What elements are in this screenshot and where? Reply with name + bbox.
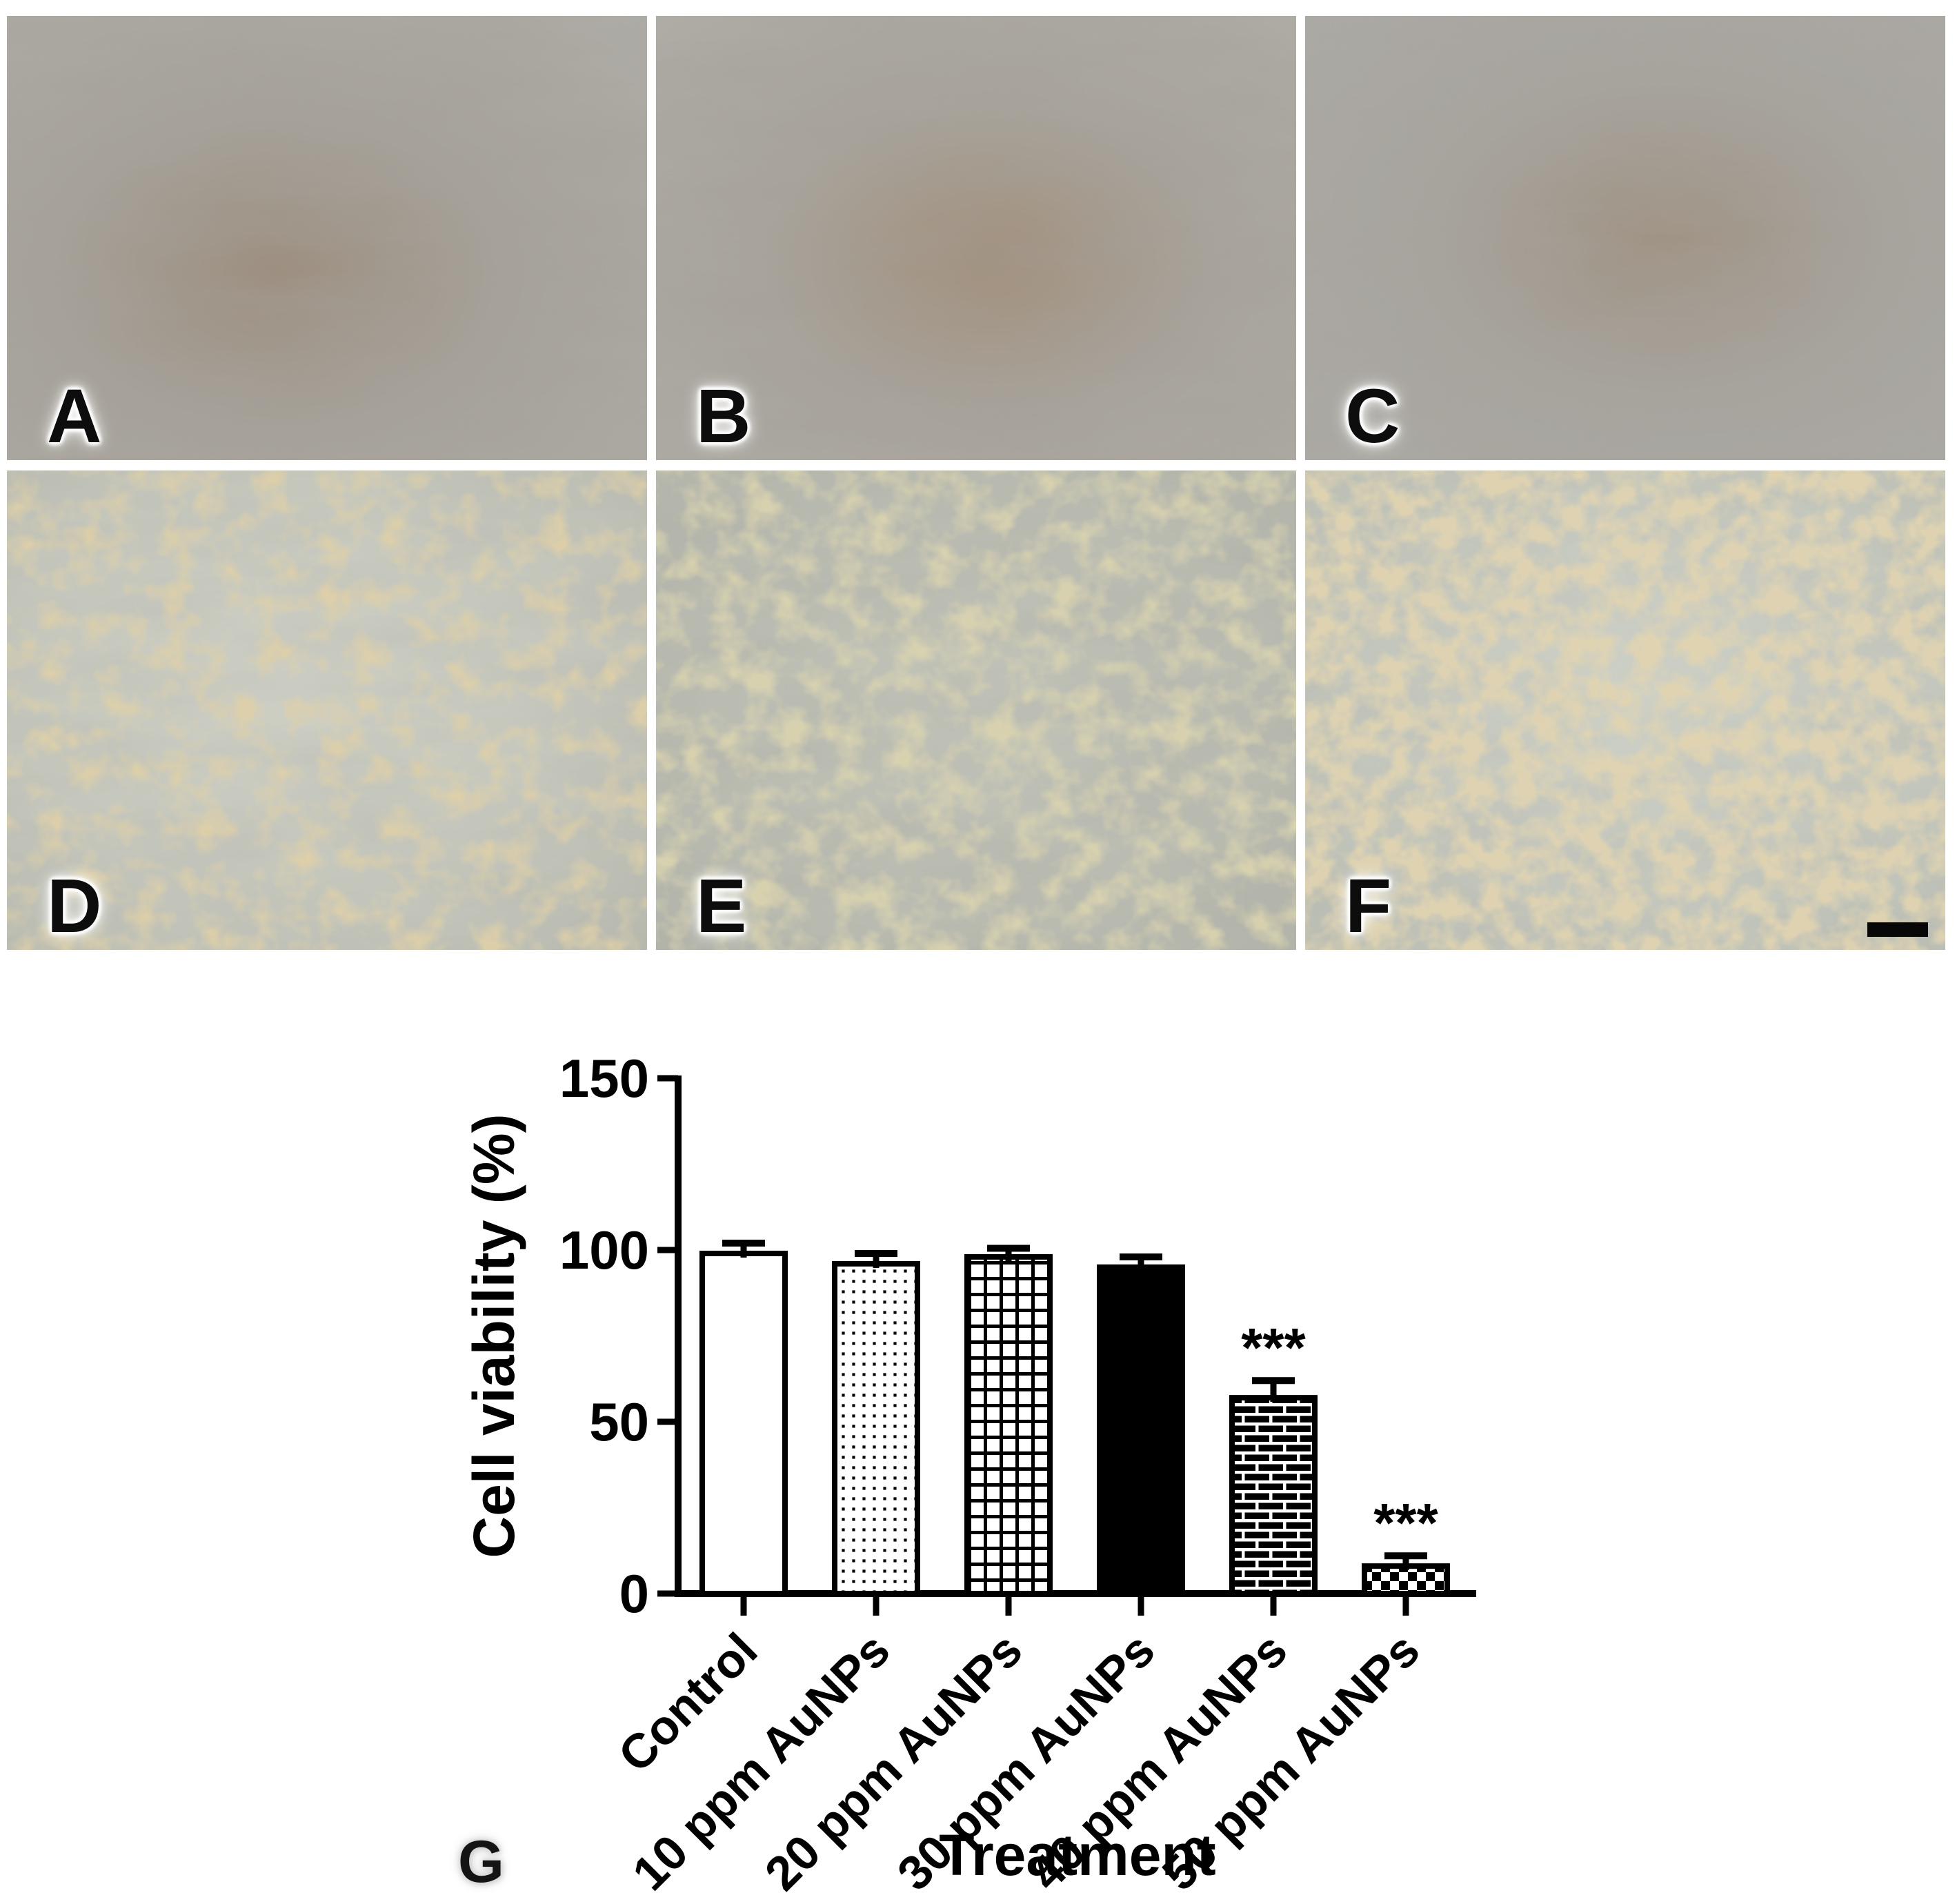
bar-4 (1097, 1264, 1185, 1596)
micrograph-image-b (656, 16, 1296, 460)
x-axis-title: Treatment (939, 1823, 1215, 1887)
panel-label-e: E (696, 864, 747, 949)
y-tick-label: 0 (619, 1563, 649, 1624)
y-axis-title: Cell viability (%) (461, 1113, 526, 1558)
bar-3 (964, 1253, 1053, 1596)
subfigure-g-label: G (458, 1829, 504, 1895)
micrograph-panel-c: C (1305, 16, 1945, 460)
micrograph-image-a (7, 16, 647, 460)
panel-label-d: D (47, 864, 102, 949)
bar-5 (1229, 1395, 1318, 1596)
micrograph-image-e (656, 470, 1296, 950)
y-tick-label: 100 (559, 1220, 649, 1280)
y-tick-label: 50 (589, 1391, 649, 1452)
micrograph-image-c (1305, 16, 1945, 460)
micrograph-image-d (7, 470, 647, 950)
micrograph-panel-a: A (7, 16, 647, 460)
micrograph-panel-b: B (656, 16, 1296, 460)
significance-stars: *** (1373, 1492, 1438, 1554)
micrograph-panel-e: E (656, 470, 1296, 950)
panel-label-a: A (47, 374, 102, 459)
panel-label-c: C (1345, 374, 1400, 459)
micrograph-image-f (1305, 470, 1945, 950)
panel-label-f: F (1345, 864, 1392, 949)
significance-stars: *** (1241, 1317, 1306, 1378)
micrograph-grid: A B C D E (7, 16, 1945, 950)
bar-2 (832, 1260, 920, 1596)
micrograph-panel-d: D (7, 470, 647, 950)
y-tick-label: 150 (559, 1048, 649, 1109)
micrograph-panel-f: F (1305, 470, 1945, 950)
panel-label-b: B (696, 374, 751, 459)
viability-chart: 0 50 100 150 Cell viability (%) Control 10 ppm… (0, 1007, 1957, 1904)
scale-bar (1867, 922, 1928, 937)
bar-1 (699, 1250, 788, 1596)
